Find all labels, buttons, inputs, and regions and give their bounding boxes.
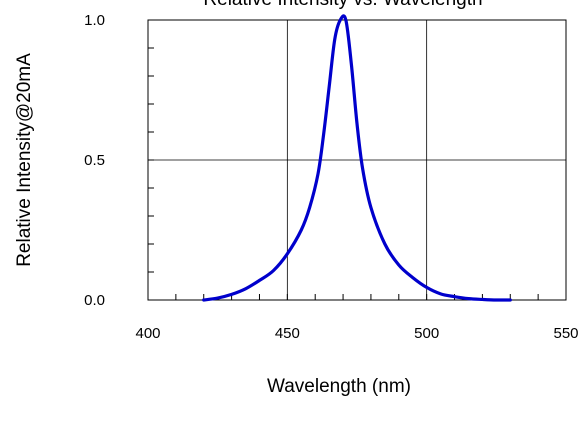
x-axis-label: Wavelength (nm) <box>267 376 411 397</box>
x-tick-label: 550 <box>553 325 578 342</box>
x-tick-label: 450 <box>275 325 300 342</box>
series-line <box>202 14 512 302</box>
grid <box>148 20 566 300</box>
y-tick-label: 1.0 <box>84 12 105 29</box>
y-tick-label: 0.5 <box>84 152 105 169</box>
y-tick-label: 0.0 <box>84 292 105 309</box>
chart-title: Relative Intensity vs. Wavelength <box>203 0 482 10</box>
x-tick-label: 400 <box>135 325 160 342</box>
tick-labels: 400 450 500 550 0.0 0.5 1.0 <box>84 12 578 342</box>
y-axis-label: Relative Intensity@20mA <box>14 53 35 267</box>
x-tick-label: 500 <box>414 325 439 342</box>
